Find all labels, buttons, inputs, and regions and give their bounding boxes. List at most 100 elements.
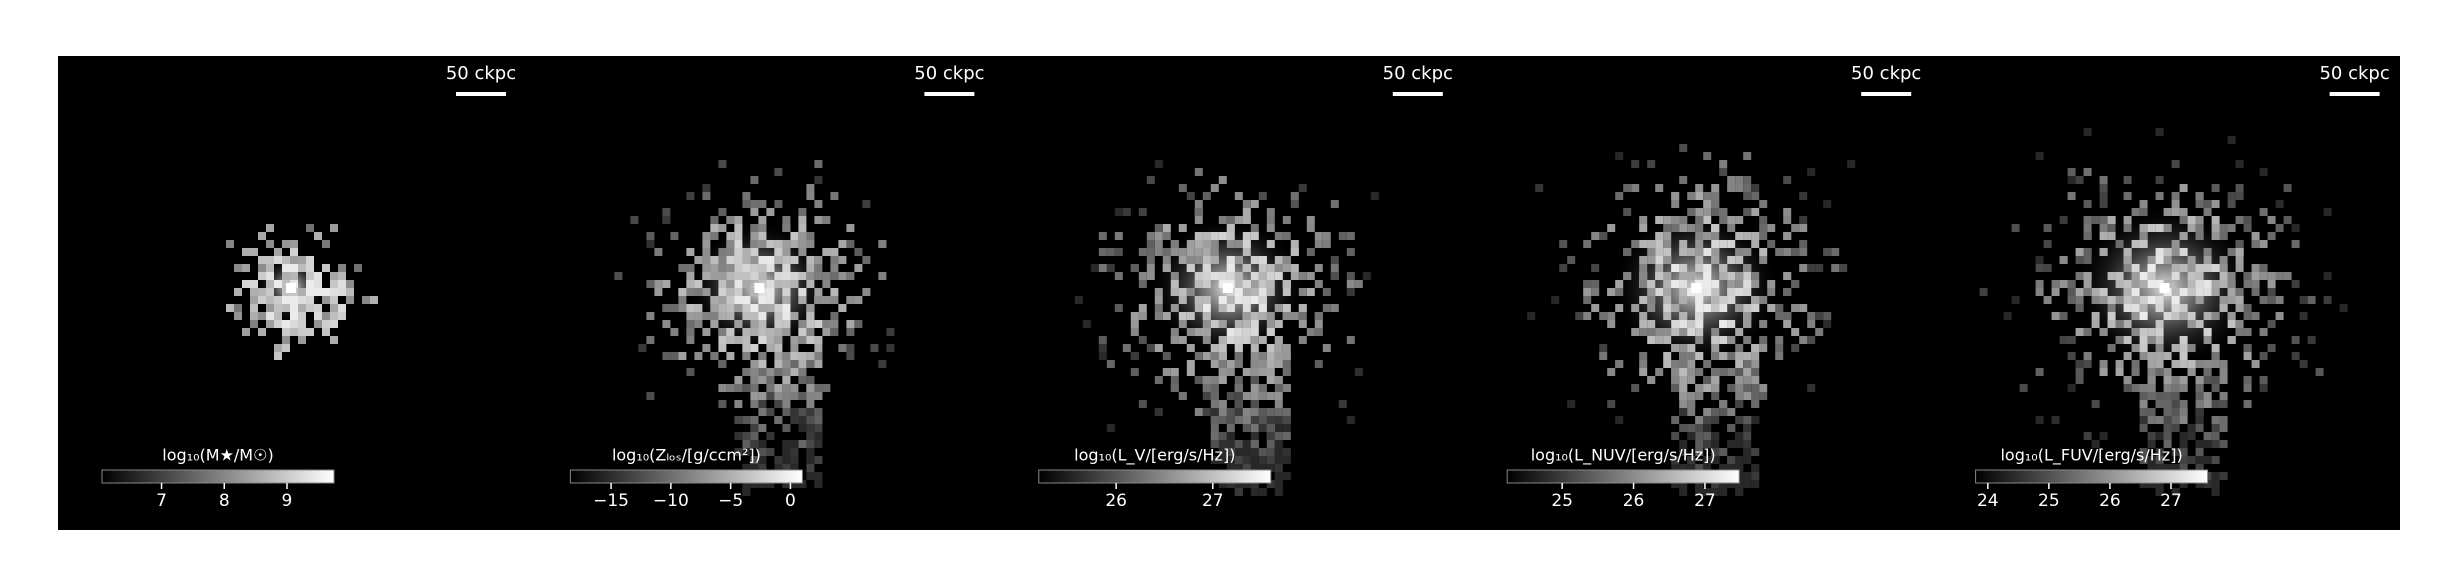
pixel: [2187, 424, 2196, 432]
pixel: [2267, 280, 2276, 288]
pixel: [1687, 408, 1696, 416]
pixel: [1146, 176, 1155, 184]
pixel: [1202, 312, 1211, 320]
pixel: [1655, 288, 1664, 296]
pixel: [1242, 296, 1251, 304]
pixel: [1743, 432, 1752, 440]
pixel: [790, 280, 799, 288]
pixel: [1815, 328, 1824, 336]
pixel: [846, 240, 855, 248]
pixel: [330, 296, 338, 304]
pixel: [1751, 368, 1760, 376]
pixel: [1170, 376, 1179, 384]
pixel: [1242, 392, 1251, 400]
pixel: [226, 304, 234, 312]
pixel: [322, 328, 330, 336]
pixel: [2043, 296, 2052, 304]
pixel: [782, 448, 791, 456]
pixel: [1282, 264, 1291, 272]
pixel: [1671, 384, 1680, 392]
pixel: [798, 224, 807, 232]
pixel: [2139, 280, 2148, 288]
pixel: [2123, 296, 2132, 304]
pixel: [1655, 232, 1664, 240]
pixel: [1719, 352, 1728, 360]
pixel: [1647, 160, 1656, 168]
pixel: [782, 408, 791, 416]
pixel: [2211, 184, 2220, 192]
pixel: [234, 312, 242, 320]
pixel: [1202, 336, 1211, 344]
pixel: [1743, 264, 1752, 272]
pixel: [734, 448, 743, 456]
pixel: [750, 328, 759, 336]
pixel: [1266, 408, 1275, 416]
pixel: [2107, 304, 2116, 312]
pixel: [1194, 216, 1203, 224]
pixel: [806, 312, 815, 320]
pixel: [862, 288, 871, 296]
pixel: [702, 344, 711, 352]
pixel: [1751, 272, 1760, 280]
pixel: [330, 312, 338, 320]
pixel: [2251, 264, 2260, 272]
pixel: [734, 216, 743, 224]
pixel: [1186, 312, 1195, 320]
pixel: [2163, 368, 2172, 376]
pixel: [1170, 336, 1179, 344]
pixel: [710, 352, 719, 360]
pixel: [782, 424, 791, 432]
pixel: [1679, 488, 1688, 496]
pixel: [750, 224, 759, 232]
pixel: [1703, 248, 1712, 256]
pixel: [1242, 200, 1251, 208]
pixel: [1210, 240, 1219, 248]
pixel: [242, 264, 250, 272]
pixel: [266, 296, 274, 304]
pixel: [2147, 264, 2156, 272]
pixel: [2115, 272, 2124, 280]
pixel: [782, 376, 791, 384]
pixel: [1194, 256, 1203, 264]
pixel: [1242, 304, 1251, 312]
colorbar-label: log₁₀(L_FUV/[erg/s/Hz]): [2000, 446, 2182, 466]
pixel: [678, 352, 687, 360]
pixel: [1783, 248, 1792, 256]
pixel: [806, 376, 815, 384]
pixel: [694, 288, 703, 296]
pixel: [2131, 272, 2140, 280]
pixel: [1314, 312, 1323, 320]
pixel: [1266, 344, 1275, 352]
pixel: [1679, 248, 1688, 256]
pixel: [1679, 288, 1688, 296]
pixel: [1266, 208, 1275, 216]
pixel: [330, 224, 338, 232]
pixel: [2203, 400, 2212, 408]
pixel: [2083, 224, 2092, 232]
pixel: [1218, 416, 1227, 424]
pixel: [766, 336, 775, 344]
pixel: [846, 328, 855, 336]
pixel: [306, 280, 314, 288]
pixel: [274, 320, 282, 328]
pixel: [282, 240, 290, 248]
pixel: [2155, 256, 2164, 264]
pixel: [258, 272, 266, 280]
pixel: [2091, 400, 2100, 408]
pixel: [758, 360, 767, 368]
pixel: [2195, 376, 2204, 384]
pixel: [830, 264, 839, 272]
pixel: [798, 480, 807, 488]
pixel: [1186, 248, 1195, 256]
pixel: [1719, 160, 1728, 168]
pixel: [1226, 448, 1235, 456]
pixel: [2115, 336, 2124, 344]
pixel: [1274, 424, 1283, 432]
pixel: [2291, 336, 2300, 344]
pixel: [2067, 280, 2076, 288]
pixel: [2179, 448, 2188, 456]
pixel: [1591, 232, 1600, 240]
pixel: [654, 288, 663, 296]
pixel: [1234, 256, 1243, 264]
pixel: [798, 320, 807, 328]
